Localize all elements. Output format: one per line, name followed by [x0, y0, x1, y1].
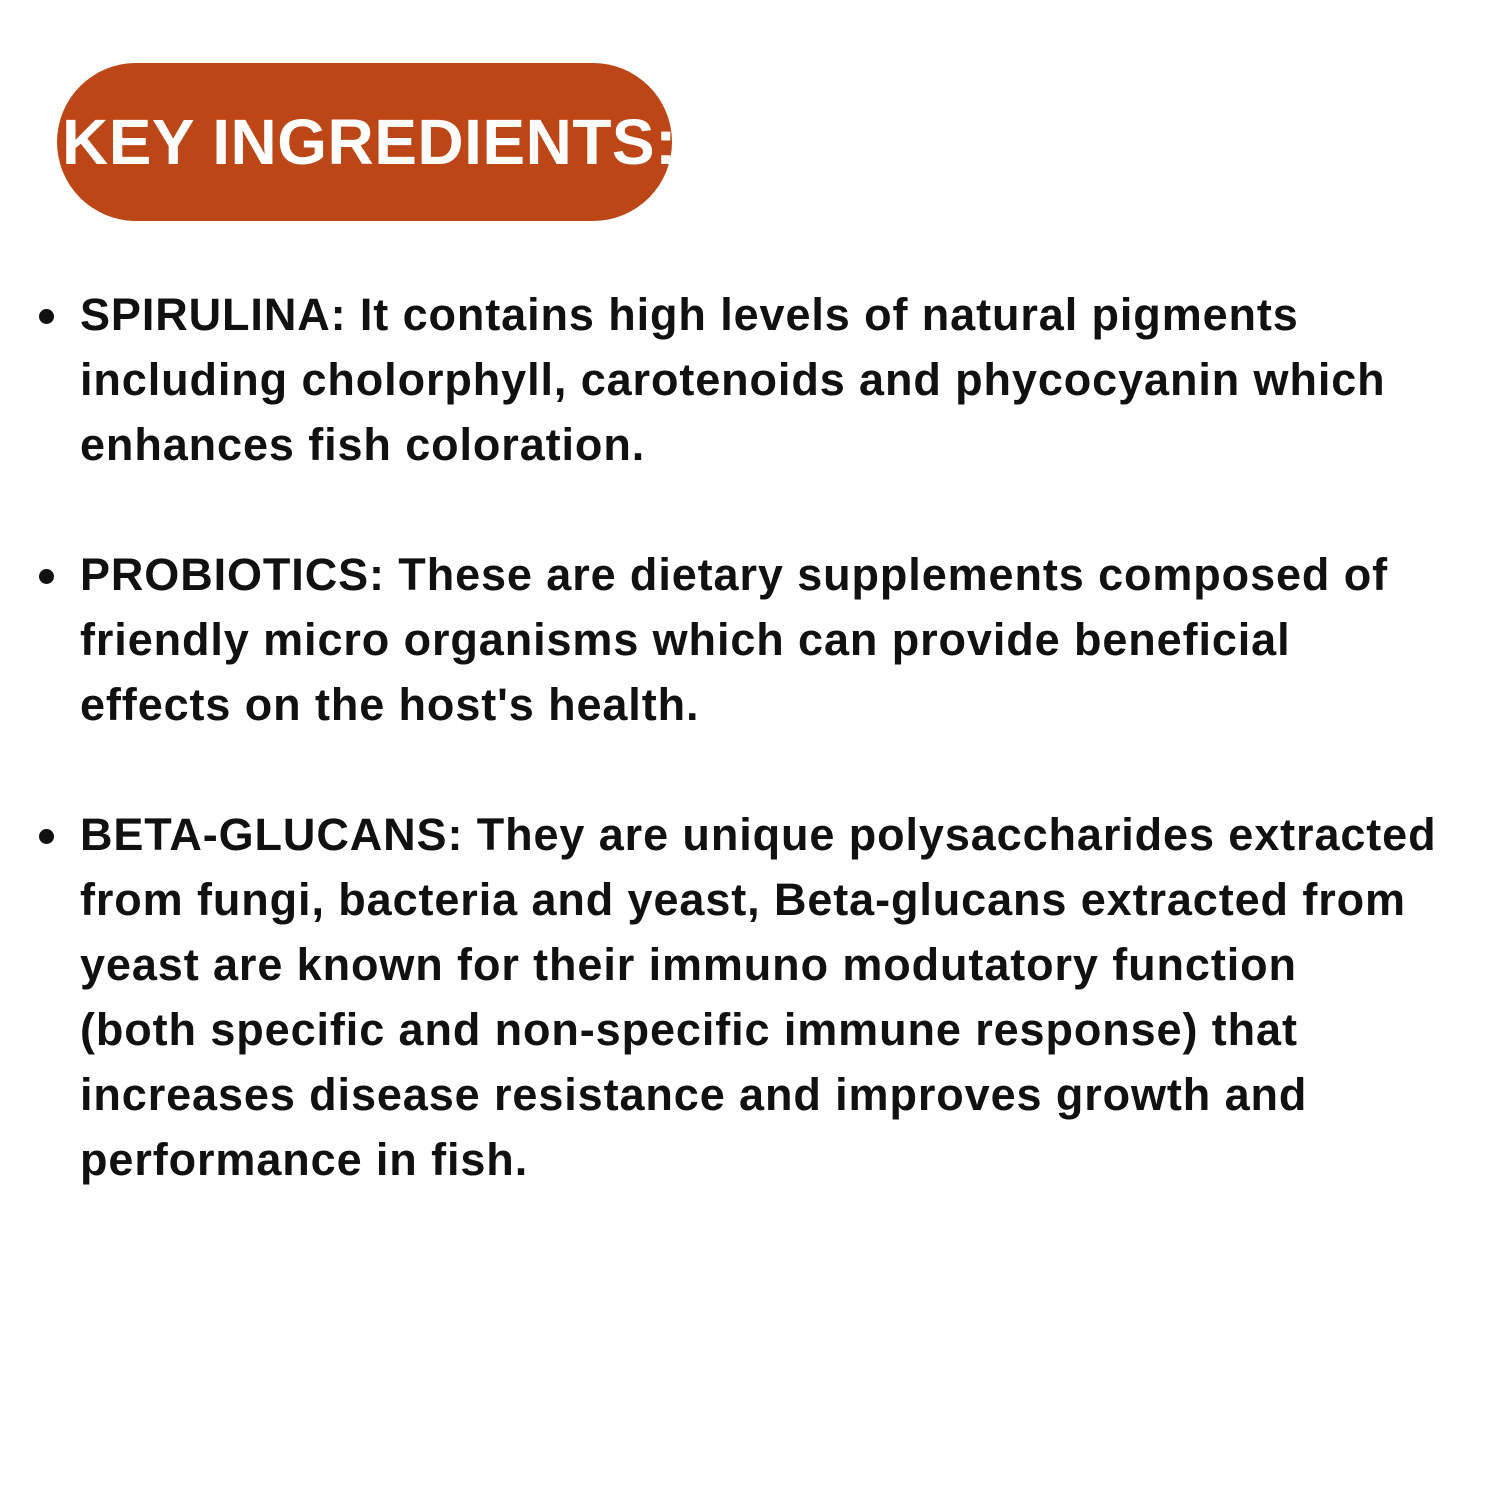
item-text-line: from fungi, bacteria and yeast, Beta-glu…	[80, 874, 1406, 925]
item-text-line: performance in fish.	[80, 1134, 529, 1185]
item-text-line: SPIRULINA: It contains high levels of na…	[80, 289, 1299, 340]
item-text-line: including cholorphyll, carotenoids and p…	[80, 354, 1386, 405]
item-text-line: (both specific and non-specific immune r…	[80, 1004, 1298, 1055]
item-text-line: PROBIOTICS: These are dietary supplement…	[80, 549, 1388, 600]
page-title: KEY INGREDIENTS:	[62, 106, 677, 178]
item-text-line: friendly micro organisms which can provi…	[80, 614, 1291, 665]
bullet-icon	[39, 309, 54, 324]
item-text-line: effects on the host's health.	[80, 679, 700, 730]
title-badge	[57, 63, 672, 221]
item-text-line: increases disease resistance and improve…	[80, 1069, 1308, 1120]
item-text-line: BETA-GLUCANS: They are unique polysaccha…	[80, 809, 1437, 860]
item-text-line: enhances fish coloration.	[80, 419, 646, 470]
item-text-line: yeast are known for their immuno modutat…	[80, 939, 1297, 990]
bullet-icon	[39, 829, 54, 844]
bullet-icon	[39, 569, 54, 584]
